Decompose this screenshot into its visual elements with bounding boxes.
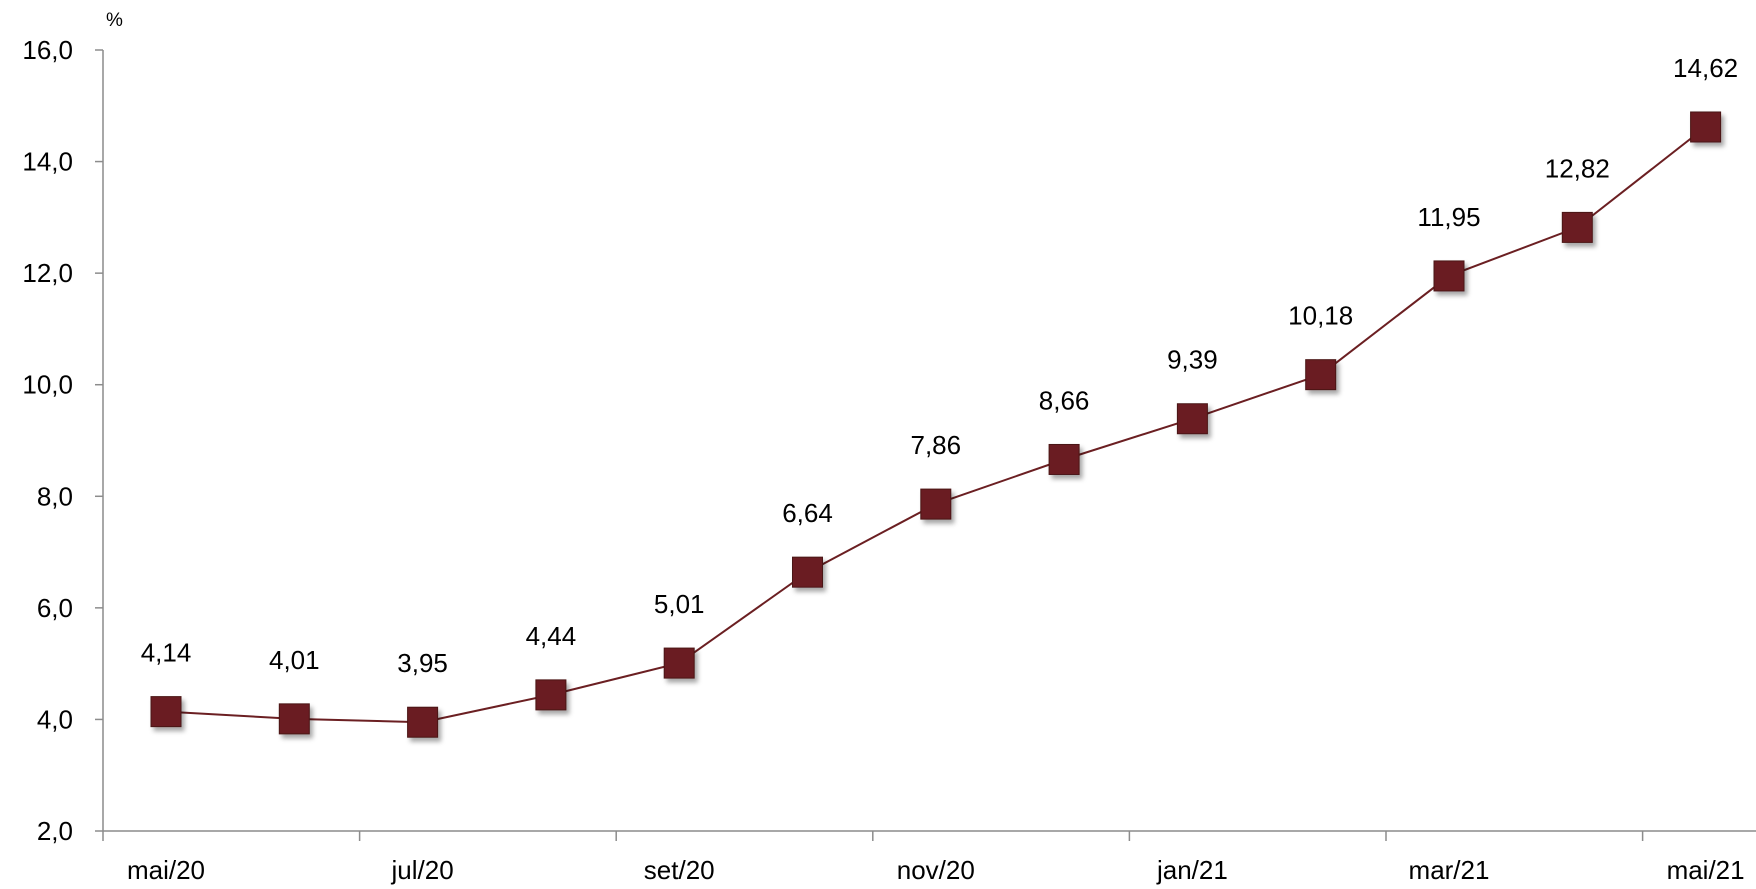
data-point-marker [407,706,439,738]
data-label: 6,64 [782,498,833,528]
x-tick-label: mar/21 [1409,855,1490,885]
data-point-marker [1305,359,1337,391]
data-label: 4,14 [141,638,192,668]
data-label: 5,01 [654,589,705,619]
data-point-marker [278,703,310,735]
axes [102,50,1756,832]
y-axis-ticks: 2,0 4,0 6,0 8,0 10,0 12,0 14,0 16,0 [22,35,103,846]
data-point-marker [1433,260,1465,292]
data-point-marker [535,679,567,711]
data-point-marker [150,696,182,728]
data-label: 11,95 [1417,202,1480,232]
y-tick-label: 6,0 [37,593,73,623]
data-label: 12,82 [1545,153,1610,183]
y-tick-label: 4,0 [37,704,73,734]
x-tick-label: nov/20 [897,855,975,885]
data-label: 14,62 [1673,53,1738,83]
data-label: 4,01 [269,645,320,675]
data-point-marker [1176,403,1208,435]
y-tick-label: 8,0 [37,481,73,511]
y-tick-label: 16,0 [22,35,73,65]
data-point-marker [663,647,695,679]
y-tick-label: 2,0 [37,816,73,846]
y-unit-label: % [106,10,123,31]
data-point-marker [1561,211,1593,243]
x-axis-ticks: mai/20 jul/20 set/20 nov/20 jan/21 mar/21 mai/… [102,831,1745,885]
data-label: 9,39 [1167,345,1218,375]
x-tick-label: mai/21 [1667,855,1745,885]
data-point-marker [792,556,823,588]
data-label: 4,44 [526,621,577,651]
x-tick-label: set/20 [644,855,715,885]
y-tick-label: 10,0 [22,370,73,400]
data-label: 10,18 [1288,301,1353,331]
markers-group [150,111,1722,738]
data-label: 8,66 [1039,385,1090,415]
data-labels-group: 4,14 4,01 3,95 4,44 5,01 6,64 7,86 8,66 9,39 10,1… [141,53,1738,678]
data-point-marker [920,488,952,520]
data-label: 7,86 [910,430,961,460]
x-tick-label: mai/20 [127,855,205,885]
y-tick-label: 14,0 [22,147,73,177]
data-point-marker [1690,111,1722,143]
data-point-marker [1048,443,1080,475]
x-tick-label: jan/21 [1156,855,1228,885]
x-tick-label: jul/20 [391,855,454,885]
y-tick-label: 12,0 [22,258,73,288]
data-label: 3,95 [397,648,448,678]
